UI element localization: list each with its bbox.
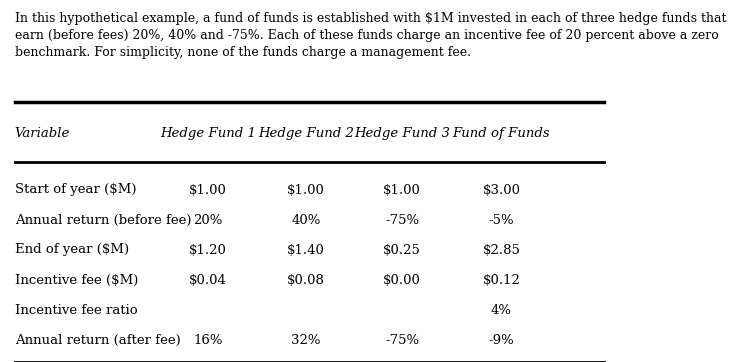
Text: -5%: -5%	[488, 214, 514, 227]
Text: $1.00: $1.00	[189, 184, 227, 197]
Text: 20%: 20%	[194, 214, 222, 227]
Text: In this hypothetical example, a fund of funds is established with $1M invested i: In this hypothetical example, a fund of …	[14, 12, 727, 59]
Text: Incentive fee ratio: Incentive fee ratio	[14, 303, 138, 316]
Text: Start of year ($M): Start of year ($M)	[14, 184, 136, 197]
Text: -9%: -9%	[488, 333, 514, 346]
Text: $1.00: $1.00	[383, 184, 421, 197]
Text: End of year ($M): End of year ($M)	[14, 244, 129, 257]
Text: Incentive fee ($M): Incentive fee ($M)	[14, 274, 138, 286]
Text: $3.00: $3.00	[482, 184, 520, 197]
Text: Annual return (before fee): Annual return (before fee)	[14, 214, 191, 227]
Text: 4%: 4%	[491, 303, 512, 316]
Text: $2.85: $2.85	[482, 244, 520, 257]
Text: $1.40: $1.40	[287, 244, 325, 257]
Text: $0.12: $0.12	[482, 274, 520, 286]
Text: $0.04: $0.04	[189, 274, 227, 286]
Text: Fund of Funds: Fund of Funds	[453, 127, 550, 140]
Text: Hedge Fund 3: Hedge Fund 3	[354, 127, 450, 140]
Text: $1.00: $1.00	[287, 184, 325, 197]
Text: Hedge Fund 1: Hedge Fund 1	[160, 127, 256, 140]
Text: Variable: Variable	[14, 127, 70, 140]
Text: $1.20: $1.20	[189, 244, 227, 257]
Text: 16%: 16%	[194, 333, 223, 346]
Text: 32%: 32%	[291, 333, 321, 346]
Text: -75%: -75%	[385, 333, 419, 346]
Text: $0.00: $0.00	[383, 274, 421, 286]
Text: Hedge Fund 2: Hedge Fund 2	[258, 127, 354, 140]
Text: 40%: 40%	[291, 214, 321, 227]
Text: Annual return (after fee): Annual return (after fee)	[14, 333, 181, 346]
Text: $0.25: $0.25	[383, 244, 421, 257]
Text: $0.08: $0.08	[287, 274, 325, 286]
Text: -75%: -75%	[385, 214, 419, 227]
